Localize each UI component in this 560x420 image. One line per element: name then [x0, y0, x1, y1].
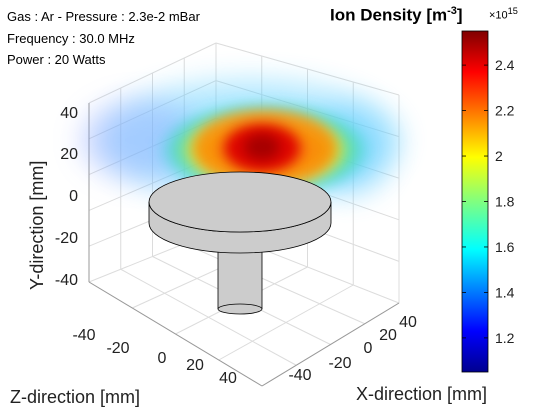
electrode-stem-base — [217, 303, 263, 315]
y-tick-label: 0 — [69, 188, 78, 205]
z-tick-label: 40 — [219, 370, 237, 387]
z-axis-ticks: -40 -20 0 20 40 — [72, 327, 237, 387]
z-tick-label: 20 — [186, 357, 204, 374]
x-tick-label: 40 — [399, 314, 417, 331]
colorbar-tick-label: 2 — [495, 148, 503, 164]
colorbar-ticks: 1.2 1.4 1.6 1.8 2 2.2 2.4 — [462, 57, 515, 346]
gas-pressure-label: Gas : Ar - Pressure : 2.3e-2 mBar — [7, 9, 200, 24]
colorbar-tick-label: 2.2 — [495, 103, 515, 119]
x-tick-label: -20 — [328, 355, 351, 372]
x-tick-label: 20 — [379, 327, 397, 344]
power-label: Power : 20 Watts — [7, 52, 106, 67]
plasma-peak — [244, 134, 280, 160]
electrode-disc-top — [148, 171, 332, 233]
colorbar-tick-label: 1.6 — [495, 239, 515, 255]
electrode — [148, 171, 332, 315]
z-axis-label: Z-direction [mm] — [10, 387, 140, 407]
colorbar-tick-label: 2.4 — [495, 57, 515, 73]
axis-line — [88, 281, 263, 387]
z-tick-label: 0 — [158, 350, 167, 367]
y-axis-label: Y-direction [mm] — [27, 161, 47, 290]
z-tick-label: -40 — [72, 327, 95, 344]
gridline — [184, 243, 365, 325]
x-tick-label: 0 — [364, 340, 373, 357]
colorbar-tick-label: 1.8 — [495, 194, 515, 210]
y-tick-label: 20 — [60, 146, 78, 163]
colorbar-multiplier: ×1015 — [489, 6, 518, 22]
colorbar-tick-label: 1.4 — [495, 284, 515, 300]
y-tick-label: -40 — [55, 272, 78, 289]
z-tick-label: -20 — [106, 340, 129, 357]
electrode-stem — [218, 252, 262, 309]
axis-line — [261, 302, 400, 387]
gridline — [218, 284, 354, 361]
colorbar-title: Ion Density [m-3] — [330, 5, 463, 25]
y-tick-label: 40 — [60, 105, 78, 122]
x-axis-label: X-direction [mm] — [356, 384, 487, 404]
frequency-label: Frequency : 30.0 MHz — [7, 31, 135, 46]
x-tick-label: -40 — [288, 367, 311, 384]
y-tick-label: -20 — [55, 230, 78, 247]
y-axis-ticks: 40 20 0 -20 -40 — [55, 105, 78, 289]
colorbar-tick-label: 1.2 — [495, 330, 515, 346]
